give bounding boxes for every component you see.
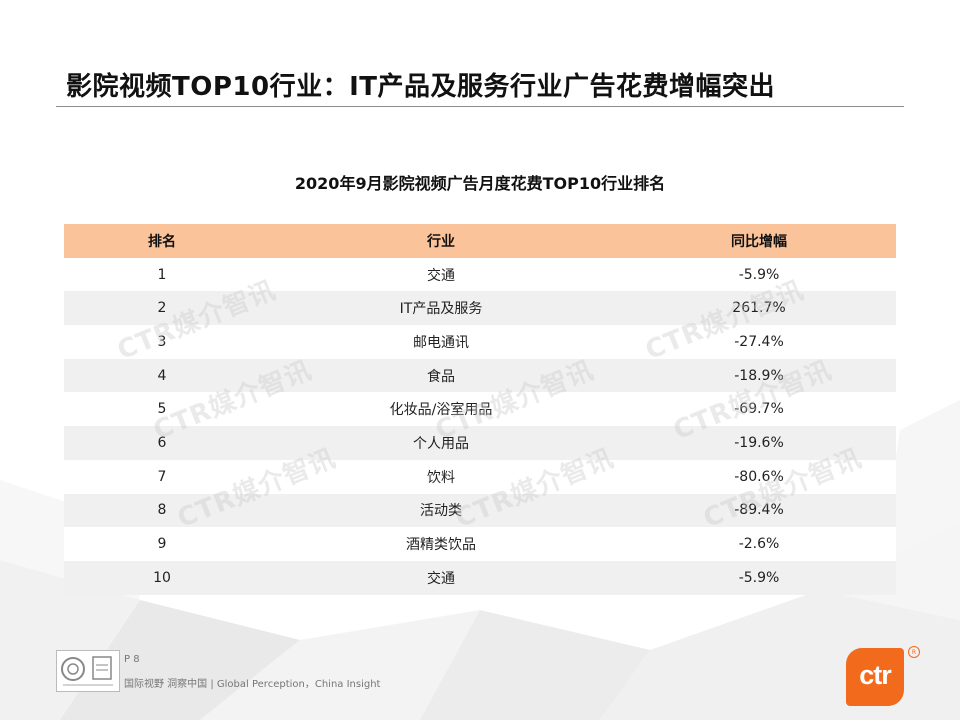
- industry-cell: 食品: [427, 368, 455, 385]
- industry-cell: 酒精类饮品: [406, 537, 476, 554]
- ranking-table: 排名 行业 同比增幅 1 交通 -5.9% 2 IT产品及服务 261.7% 3…: [64, 224, 896, 595]
- change-cell: -2.6%: [738, 536, 780, 553]
- title-divider: [56, 106, 904, 107]
- table-row: 2 IT产品及服务 261.7%: [64, 291, 896, 326]
- registered-mark-icon: R: [908, 646, 920, 658]
- change-cell: -18.9%: [734, 367, 784, 384]
- table-row: 10 交通 -5.9%: [64, 560, 896, 595]
- change-cell: -27.4%: [734, 333, 784, 350]
- industry-cell: 饮料: [427, 469, 455, 486]
- rank-cell: 1: [157, 266, 167, 283]
- rank-cell: 2: [157, 300, 167, 317]
- change-cell: -69.7%: [734, 401, 784, 418]
- header-rank: 排名: [148, 233, 176, 250]
- table-row: 6 个人用品 -19.6%: [64, 426, 896, 460]
- table-row: 9 酒精类饮品 -2.6%: [64, 527, 896, 561]
- table-row: 4 食品 -18.9%: [64, 358, 896, 393]
- industry-cell: 交通: [427, 267, 455, 284]
- rank-cell: 3: [157, 333, 167, 350]
- industry-cell: 交通: [427, 570, 455, 587]
- rank-cell: 4: [157, 367, 167, 384]
- table-row: 7 饮料 -80.6%: [64, 459, 896, 494]
- change-cell: -89.4%: [734, 502, 784, 519]
- table-title: 2020年9月影院视频广告月度花费TOP10行业排名: [294, 174, 666, 193]
- industry-cell: 化妆品/浴室用品: [389, 402, 493, 419]
- ctr-logo: ctr: [846, 648, 904, 706]
- table-row: 3 邮电通讯 -27.4%: [64, 325, 896, 359]
- change-cell: -5.9%: [738, 569, 780, 586]
- rank-cell: 5: [157, 401, 167, 418]
- industry-cell: 活动类: [420, 503, 462, 520]
- rank-cell: 7: [157, 468, 167, 485]
- rank-cell: 6: [157, 434, 167, 451]
- change-cell: -80.6%: [734, 468, 784, 485]
- page-number: P 8: [124, 654, 140, 665]
- header-industry: 行业: [427, 233, 455, 250]
- table-header-row: 排名 行业 同比增幅: [64, 224, 896, 258]
- change-cell: -19.6%: [734, 434, 784, 451]
- certification-logo: [56, 650, 120, 692]
- rank-cell: 10: [153, 569, 171, 586]
- change-cell: -5.9%: [738, 266, 780, 283]
- industry-cell: IT产品及服务: [399, 301, 483, 318]
- rank-cell: 8: [157, 502, 167, 519]
- header-change: 同比增幅: [731, 233, 787, 250]
- page-title: 影院视频TOP10行业：IT产品及服务行业广告花费增幅突出: [66, 72, 775, 102]
- industry-cell: 个人用品: [413, 435, 469, 452]
- table-row: 8 活动类 -89.4%: [64, 493, 896, 528]
- table-row: 5 化妆品/浴室用品 -69.7%: [64, 392, 896, 427]
- change-cell: 261.7%: [732, 300, 786, 317]
- industry-cell: 邮电通讯: [413, 334, 469, 351]
- rank-cell: 9: [157, 536, 167, 553]
- table-row: 1 交通 -5.9%: [64, 257, 896, 292]
- footer-slogan: 国际视野 洞察中国 | Global Perception，China Insi…: [124, 679, 381, 690]
- ctr-logo-text: ctr: [859, 659, 892, 690]
